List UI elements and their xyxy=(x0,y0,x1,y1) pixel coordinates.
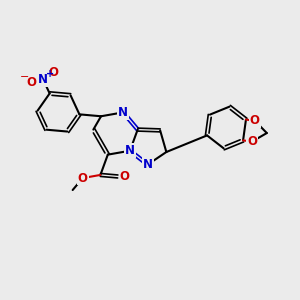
Text: N: N xyxy=(38,74,48,86)
Text: O: O xyxy=(78,172,88,184)
Text: N: N xyxy=(125,144,135,157)
Text: O: O xyxy=(48,66,58,79)
Text: O: O xyxy=(250,114,260,127)
Text: −: − xyxy=(20,72,29,82)
Text: N: N xyxy=(143,158,153,171)
Text: +: + xyxy=(46,69,54,79)
Text: O: O xyxy=(26,76,36,89)
Text: N: N xyxy=(118,106,128,119)
Text: O: O xyxy=(247,135,257,148)
Text: O: O xyxy=(119,170,129,183)
